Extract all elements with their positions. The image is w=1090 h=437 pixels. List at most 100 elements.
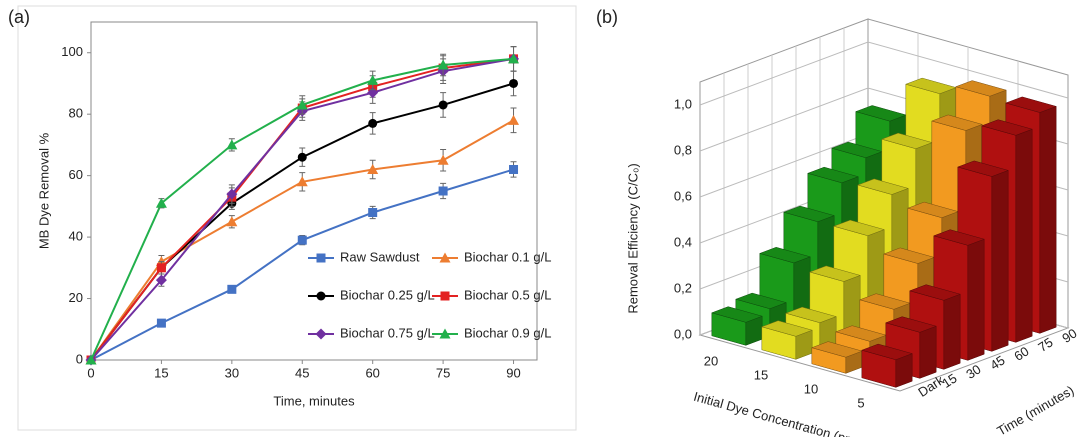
y-tick-label: 80 (69, 106, 83, 121)
x-tick-label: 15 (154, 365, 168, 380)
y-tick-label: 90 (1059, 325, 1079, 345)
x-tick-label: 20 (704, 353, 718, 368)
x-tick-label: 75 (436, 365, 450, 380)
legend-label: Biochar 0.9 g/L (464, 325, 551, 340)
marker (85, 354, 97, 365)
marker (440, 291, 450, 301)
marker (156, 263, 166, 273)
bar-top (785, 306, 837, 323)
bar-top (931, 114, 983, 131)
marker (227, 284, 237, 294)
y-tick-label: 75 (1035, 334, 1055, 354)
legend-label: Biochar 0.75 g/L (340, 325, 435, 340)
bar-top (809, 265, 861, 282)
marker (316, 253, 326, 263)
x-tick-label: 15 (754, 367, 768, 382)
bar-side (1039, 106, 1057, 334)
y-tick-label: 60 (69, 167, 83, 182)
marker (508, 53, 520, 64)
bar-top (955, 80, 1007, 97)
bar-side (919, 325, 937, 379)
bar-top (783, 205, 835, 222)
marker (438, 186, 448, 196)
bar-top (933, 229, 985, 246)
bar (861, 343, 913, 388)
bar-top (833, 219, 885, 236)
x-tick-label: 0 (87, 365, 94, 380)
panel-frame (17, 5, 577, 431)
y-axis-title: MB Dye Removal % (36, 132, 51, 249)
series-line (90, 82, 514, 361)
z-tick-label: 0,8 (674, 142, 692, 157)
bar-top (761, 320, 813, 337)
marker (509, 78, 519, 88)
marker (437, 154, 449, 165)
legend-label: Biochar 0.25 g/L (340, 287, 435, 302)
z-tick-label: 0,0 (674, 326, 692, 341)
y-tick-label: 0 (76, 351, 83, 366)
y-tick-label: 60 (1011, 343, 1031, 363)
z-axis-title: Removal Efficiency (C/C₀) (625, 163, 640, 313)
bar-top (885, 316, 937, 333)
marker (226, 188, 238, 200)
x-tick-label: 60 (365, 365, 379, 380)
x-tick-label: 90 (506, 365, 520, 380)
marker (509, 164, 519, 174)
marker (297, 235, 307, 245)
legend-label: Raw Sawdust (340, 249, 420, 264)
marker (437, 59, 449, 70)
marker (226, 139, 238, 150)
x-tick-label: 45 (295, 365, 309, 380)
z-tick-label: 0,4 (674, 234, 692, 249)
bar-side (967, 238, 985, 361)
marker (367, 74, 379, 85)
z-tick-label: 1,0 (674, 96, 692, 111)
y-tick-label: 30 (963, 361, 983, 381)
legend-label: Biochar 0.1 g/L (464, 249, 551, 264)
bar-side (991, 170, 1009, 352)
marker (438, 100, 448, 110)
marker (297, 152, 307, 162)
bar (811, 341, 863, 374)
series-line (90, 168, 514, 361)
z-tick-label: 0,6 (674, 188, 692, 203)
marker (155, 274, 167, 286)
bar-side (1015, 128, 1033, 343)
x-axis-title: Initial Dye Concentration (ppm) (692, 389, 869, 437)
bar (711, 306, 763, 346)
z-tick-label: 0,2 (674, 280, 692, 295)
bar-top (759, 247, 811, 264)
marker (296, 176, 308, 187)
marker (368, 208, 378, 218)
panel-label: (b) (596, 7, 618, 27)
panel-label: (a) (8, 7, 30, 27)
plot-frame (90, 21, 538, 361)
marker (367, 163, 379, 174)
marker (226, 216, 238, 227)
marker (315, 328, 327, 340)
marker (155, 197, 167, 208)
marker (156, 318, 166, 328)
bar-top (857, 178, 909, 195)
y-axis-title: Time (minutes) (994, 383, 1076, 437)
marker (368, 118, 378, 128)
marker (316, 291, 326, 301)
bar-top (981, 119, 1033, 136)
bar-side (943, 293, 961, 370)
bar-top (1005, 96, 1057, 113)
marker (296, 99, 308, 110)
x-tick-label: 5 (857, 395, 864, 410)
bar-top (909, 284, 961, 301)
bar-top (735, 292, 787, 309)
bar-top (957, 160, 1009, 177)
x-tick-label: 10 (804, 381, 818, 396)
y-tick-label: 45 (987, 352, 1007, 372)
x-tick-label: 30 (225, 365, 239, 380)
x-axis-title: Time, minutes (273, 393, 355, 408)
y-tick-label: 100 (61, 44, 83, 59)
bar-top (711, 306, 763, 323)
marker (508, 114, 520, 125)
y-tick-label: 40 (69, 229, 83, 244)
y-tick-label: 15 (939, 370, 959, 390)
